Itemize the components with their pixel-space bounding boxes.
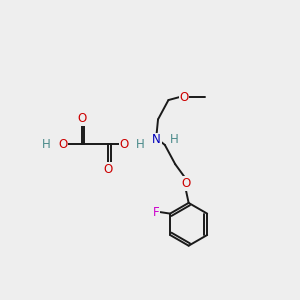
Text: O: O (58, 138, 68, 151)
Text: H: H (136, 138, 145, 151)
Text: N: N (152, 133, 161, 146)
Text: O: O (104, 163, 113, 176)
Text: O: O (119, 138, 128, 151)
Text: H: H (169, 133, 178, 146)
Text: O: O (181, 177, 190, 190)
Text: O: O (77, 112, 86, 125)
Text: F: F (152, 206, 159, 219)
Text: H: H (42, 138, 50, 151)
Text: O: O (179, 91, 188, 103)
